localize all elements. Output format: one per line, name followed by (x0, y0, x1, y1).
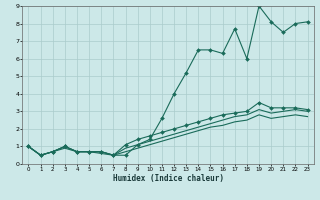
X-axis label: Humidex (Indice chaleur): Humidex (Indice chaleur) (113, 174, 223, 183)
